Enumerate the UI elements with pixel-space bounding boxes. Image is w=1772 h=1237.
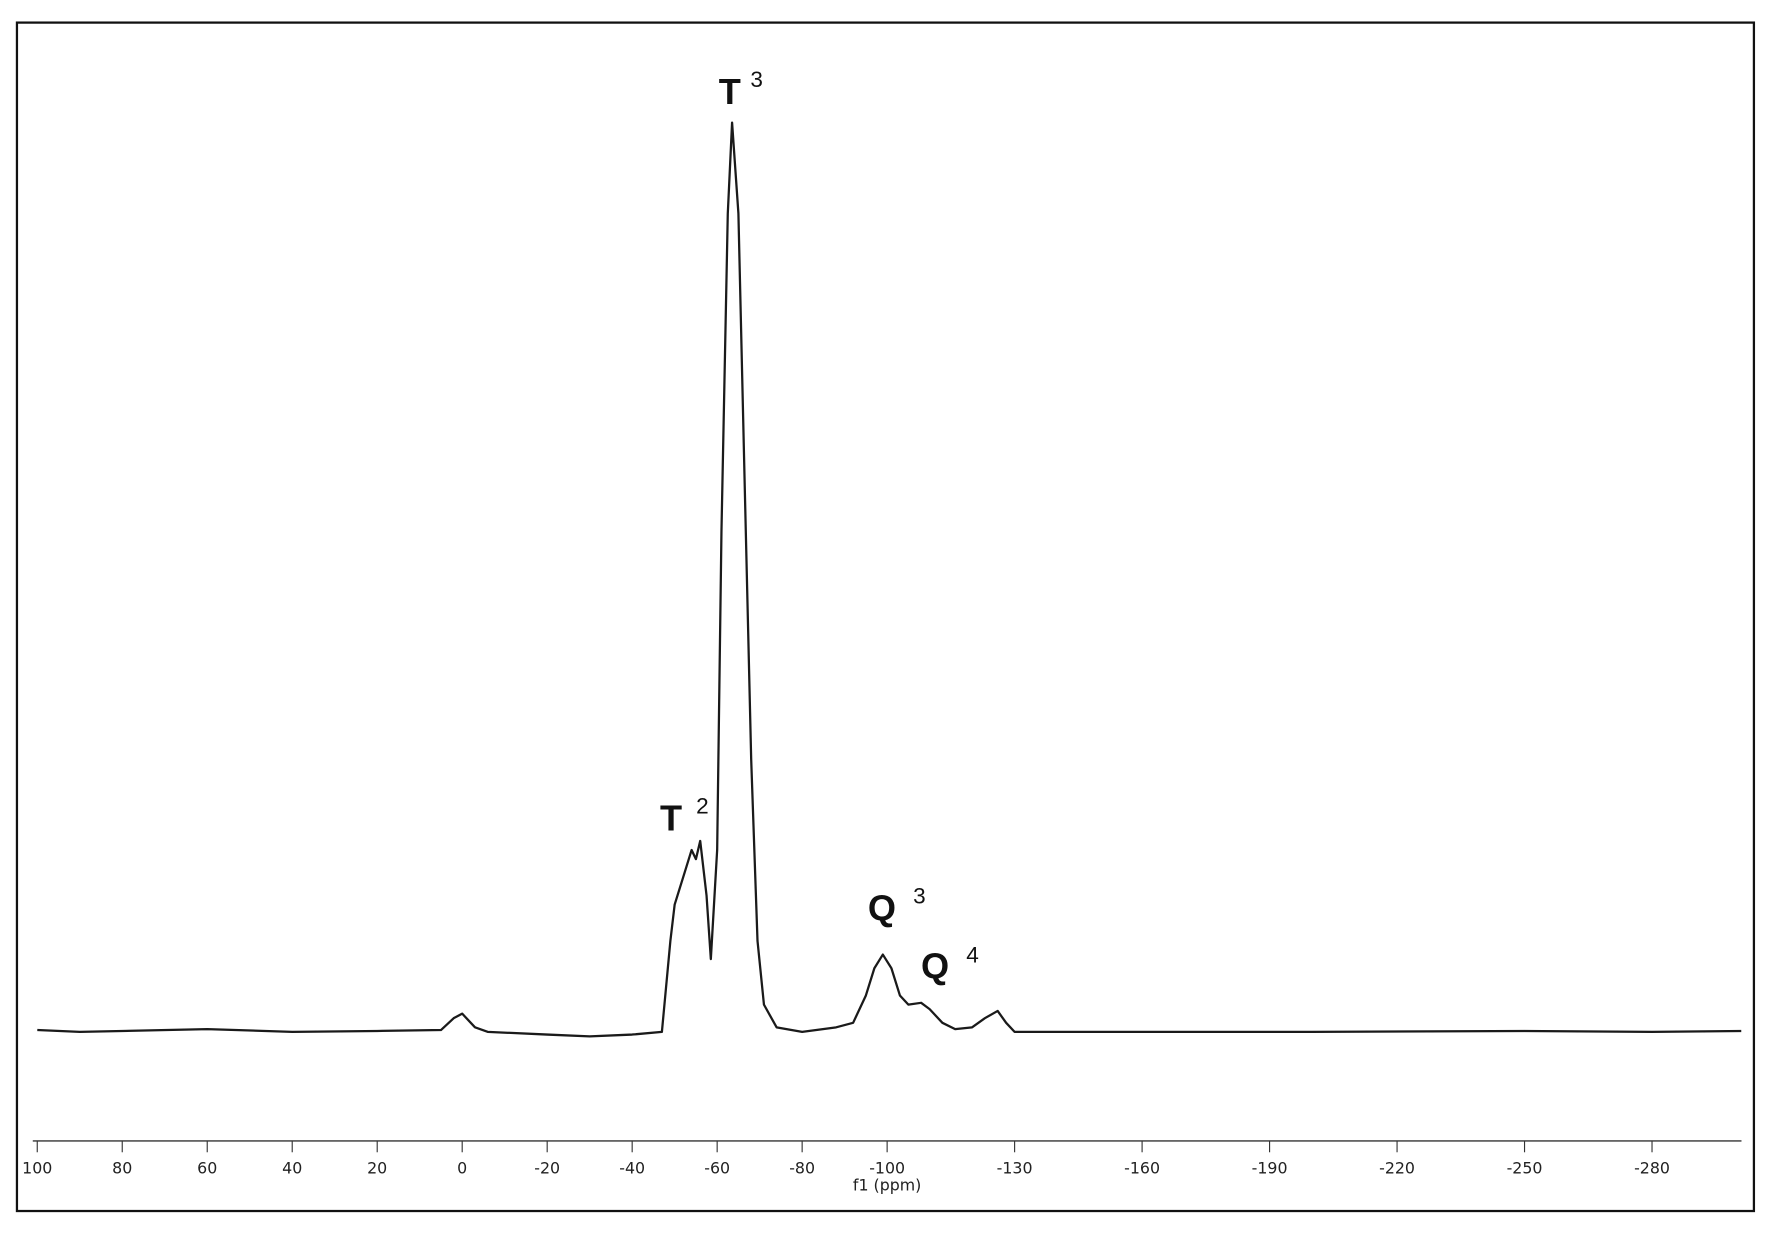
x-axis-label: f1 (ppm) — [853, 1176, 921, 1195]
x-tick-label: 80 — [112, 1159, 132, 1178]
peak-label-sup: 4 — [966, 942, 979, 967]
x-tick-label: -160 — [1124, 1159, 1160, 1178]
peak-label: Q — [921, 945, 949, 986]
x-tick-label: -130 — [997, 1159, 1033, 1178]
peak-label: T — [719, 71, 741, 112]
x-tick-label: -40 — [619, 1159, 645, 1178]
x-tick-label: -80 — [789, 1159, 815, 1178]
x-tick-label: 20 — [367, 1159, 387, 1178]
peak-label-sup: 3 — [750, 67, 763, 92]
x-tick-label: -220 — [1379, 1159, 1415, 1178]
x-tick-label: -60 — [704, 1159, 730, 1178]
x-tick-label: -250 — [1507, 1159, 1543, 1178]
peak-label: T — [660, 797, 682, 838]
peak-label-sup: 3 — [913, 884, 926, 909]
x-tick-label: 60 — [197, 1159, 217, 1178]
x-tick-label: 0 — [457, 1159, 467, 1178]
peak-label-sup: 2 — [696, 793, 709, 818]
x-tick-label: 40 — [282, 1159, 302, 1178]
spectrum-line — [37, 121, 1742, 1038]
x-tick-label: -20 — [534, 1159, 560, 1178]
frame — [15, 21, 1756, 1213]
x-tick-label: -280 — [1634, 1159, 1670, 1178]
peak-label: Q — [868, 888, 896, 929]
x-tick-label: -100 — [869, 1159, 905, 1178]
x-tick-label: 100 — [22, 1159, 52, 1178]
x-tick-label: -190 — [1252, 1159, 1288, 1178]
